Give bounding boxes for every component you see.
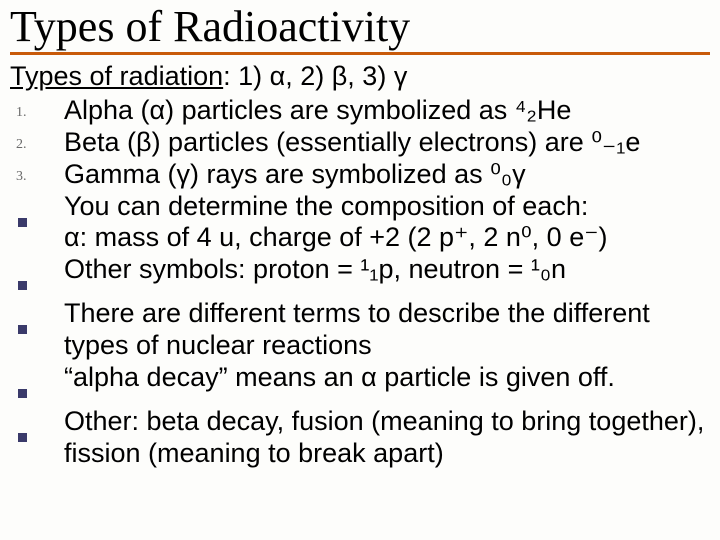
item-text: You can determine the composition of eac… <box>64 191 607 255</box>
item-text: Alpha (α) particles are symbolized as ⁴₂… <box>64 95 571 127</box>
list-item: 1. Alpha (α) particles are symbolized as… <box>16 95 710 127</box>
item-text: “alpha decay” means an α particle is giv… <box>64 362 615 394</box>
square-marker <box>16 362 64 406</box>
item-text: Beta (β) particles (essentially electron… <box>64 127 640 159</box>
square-icon <box>18 433 27 442</box>
item-text: Gamma (γ) rays are symbolized as ⁰₀γ <box>64 159 526 191</box>
list-item: There are different terms to describe th… <box>16 298 710 362</box>
square-marker <box>16 298 64 342</box>
number-marker: 3. <box>16 159 64 186</box>
slide-subtitle: Types of radiation: 1) α, 2) β, 3) γ <box>10 61 710 93</box>
square-icon <box>18 218 27 227</box>
subtitle-rest: : 1) α, 2) β, 3) γ <box>223 61 407 91</box>
item-text: There are different terms to describe th… <box>64 298 710 362</box>
list-item: You can determine the composition of eac… <box>16 191 710 255</box>
list-item: 3. Gamma (γ) rays are symbolized as ⁰₀γ <box>16 159 710 191</box>
square-marker <box>16 254 64 298</box>
slide-title: Types of Radioactivity <box>10 4 710 55</box>
square-icon <box>18 325 27 334</box>
number-marker: 1. <box>16 95 64 122</box>
item-text-line2: α: mass of 4 u, charge of +2 (2 p⁺, 2 n⁰… <box>64 222 607 252</box>
number-marker: 2. <box>16 127 64 154</box>
square-icon <box>18 389 27 398</box>
item-text: Other: beta decay, fusion (meaning to br… <box>64 406 710 470</box>
list-item: “alpha decay” means an α particle is giv… <box>16 362 710 406</box>
square-icon <box>18 281 27 290</box>
subtitle-underlined: Types of radiation <box>10 61 223 91</box>
square-marker <box>16 191 64 235</box>
slide: Types of Radioactivity Types of radiatio… <box>0 0 720 540</box>
item-text-line1: You can determine the composition of eac… <box>64 191 588 221</box>
list-item: Other symbols: proton = ¹₁p, neutron = ¹… <box>16 254 710 298</box>
item-text: Other symbols: proton = ¹₁p, neutron = ¹… <box>64 254 566 286</box>
list-item: Other: beta decay, fusion (meaning to br… <box>16 406 710 470</box>
list-item: 2. Beta (β) particles (essentially elect… <box>16 127 710 159</box>
bullet-list: 1. Alpha (α) particles are symbolized as… <box>10 95 710 469</box>
square-marker <box>16 406 64 450</box>
